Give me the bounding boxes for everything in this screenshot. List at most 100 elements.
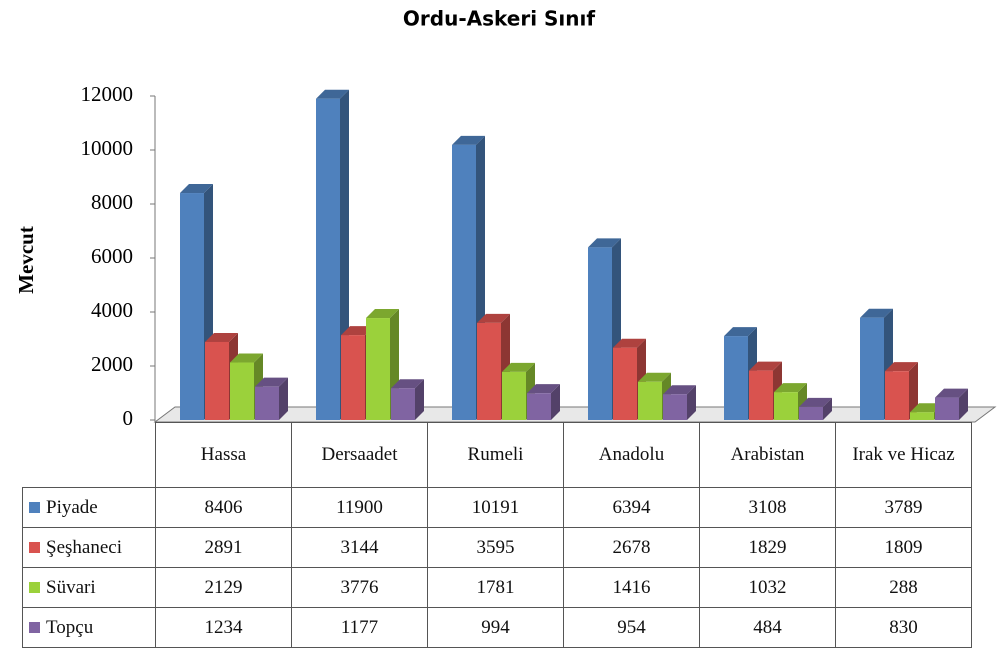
bar-top — [527, 384, 560, 394]
y-tick-label: 6000 — [91, 244, 133, 268]
bar — [391, 388, 415, 420]
value-cell: 1416 — [563, 567, 700, 608]
value-cell-text: 1032 — [748, 576, 787, 598]
legend-cell: Süvari — [22, 567, 156, 608]
y-tick-label: 0 — [123, 406, 134, 430]
value-cell: 2891 — [155, 527, 292, 568]
bar — [316, 98, 340, 420]
value-cell-text: 1177 — [340, 616, 379, 638]
bar-top — [860, 308, 893, 318]
value-cell-text: 3789 — [884, 496, 923, 518]
y-tick-label: 8000 — [91, 190, 133, 214]
bar-top — [588, 238, 621, 248]
value-cell-text: 10191 — [471, 496, 520, 518]
bar — [860, 317, 884, 420]
y-axis-label: Mevcut — [14, 226, 38, 294]
bar — [477, 322, 501, 420]
category-cell: Hassa — [155, 422, 292, 488]
bar — [180, 193, 204, 420]
bar — [527, 393, 551, 420]
legend-key — [29, 502, 40, 513]
value-cell-text: 484 — [753, 616, 782, 638]
value-cell: 1829 — [699, 527, 836, 568]
bar-top — [341, 326, 374, 336]
value-cell-text: 3776 — [340, 576, 379, 598]
bar-top — [638, 372, 671, 382]
y-tick-label: 2000 — [91, 352, 133, 376]
bar-top — [799, 397, 832, 407]
bar-top — [663, 385, 696, 395]
value-cell: 1234 — [155, 607, 292, 648]
category-cell-text: Irak ve Hicaz — [852, 444, 955, 465]
category-cell: Anadolu — [563, 422, 700, 488]
chart-title: Ordu-Askeri Sınıf — [403, 7, 595, 31]
category-cell: Dersaadet — [291, 422, 428, 488]
value-cell: 2678 — [563, 527, 700, 568]
legend-key — [29, 582, 40, 593]
bar-top — [180, 184, 213, 194]
bar — [452, 144, 476, 420]
bar-side — [279, 377, 288, 420]
legend-label: Piyade — [46, 496, 98, 518]
bar — [774, 392, 798, 420]
category-cell: Rumeli — [427, 422, 564, 488]
category-cell-text: Anadolu — [598, 444, 665, 465]
value-cell-text: 830 — [889, 616, 918, 638]
bar-side — [909, 362, 918, 420]
bar — [749, 370, 773, 420]
bar-top — [477, 313, 510, 323]
bar — [935, 397, 959, 420]
bar-top — [774, 383, 807, 393]
bar — [255, 386, 279, 420]
value-cell-text: 1416 — [612, 576, 651, 598]
legend-label: Şeşhaneci — [46, 536, 122, 558]
value-cell-text: 2891 — [204, 536, 243, 558]
value-cell-text: 3108 — [748, 496, 787, 518]
value-cell: 10191 — [427, 487, 564, 528]
value-cell: 3108 — [699, 487, 836, 528]
bar — [230, 362, 254, 420]
legend-key — [29, 622, 40, 633]
value-cell-text: 994 — [481, 616, 510, 638]
y-tick-label: 4000 — [91, 298, 133, 322]
bar — [366, 318, 390, 420]
category-cell-text: Hassa — [200, 444, 247, 465]
bar-top — [366, 309, 399, 319]
bar-top — [255, 377, 288, 387]
y-tick-label: 10000 — [81, 136, 134, 160]
value-cell: 1177 — [291, 607, 428, 648]
bar — [588, 247, 612, 420]
value-cell: 954 — [563, 607, 700, 648]
legend-cell: Topçu — [22, 607, 156, 648]
bar-side — [687, 385, 696, 420]
value-cell: 3789 — [835, 487, 972, 528]
bar-top — [749, 361, 782, 371]
value-cell: 1781 — [427, 567, 564, 608]
bar-top — [885, 362, 918, 372]
value-cell-text: 954 — [617, 616, 646, 638]
value-cell: 1032 — [699, 567, 836, 608]
value-cell-text: 3144 — [340, 536, 379, 558]
bar-top — [316, 89, 349, 99]
value-cell-text: 11900 — [336, 496, 383, 518]
bar — [205, 341, 229, 420]
bar-side — [415, 379, 424, 420]
bar-top — [452, 135, 485, 145]
bar — [638, 381, 662, 420]
value-cell-text: 1781 — [476, 576, 515, 598]
bar-top — [230, 353, 263, 363]
value-cell: 994 — [427, 607, 564, 648]
bar-top — [613, 338, 646, 348]
legend-label: Topçu — [46, 616, 94, 638]
bar-top — [502, 362, 535, 372]
value-cell-text: 2678 — [612, 536, 651, 558]
bar-side — [959, 388, 968, 420]
value-cell: 288 — [835, 567, 972, 608]
value-cell-text: 3595 — [476, 536, 515, 558]
bar — [613, 347, 637, 420]
bar-side — [551, 384, 560, 420]
legend-cell: Şeşhaneci — [22, 527, 156, 568]
y-tick-label: 12000 — [81, 82, 134, 106]
